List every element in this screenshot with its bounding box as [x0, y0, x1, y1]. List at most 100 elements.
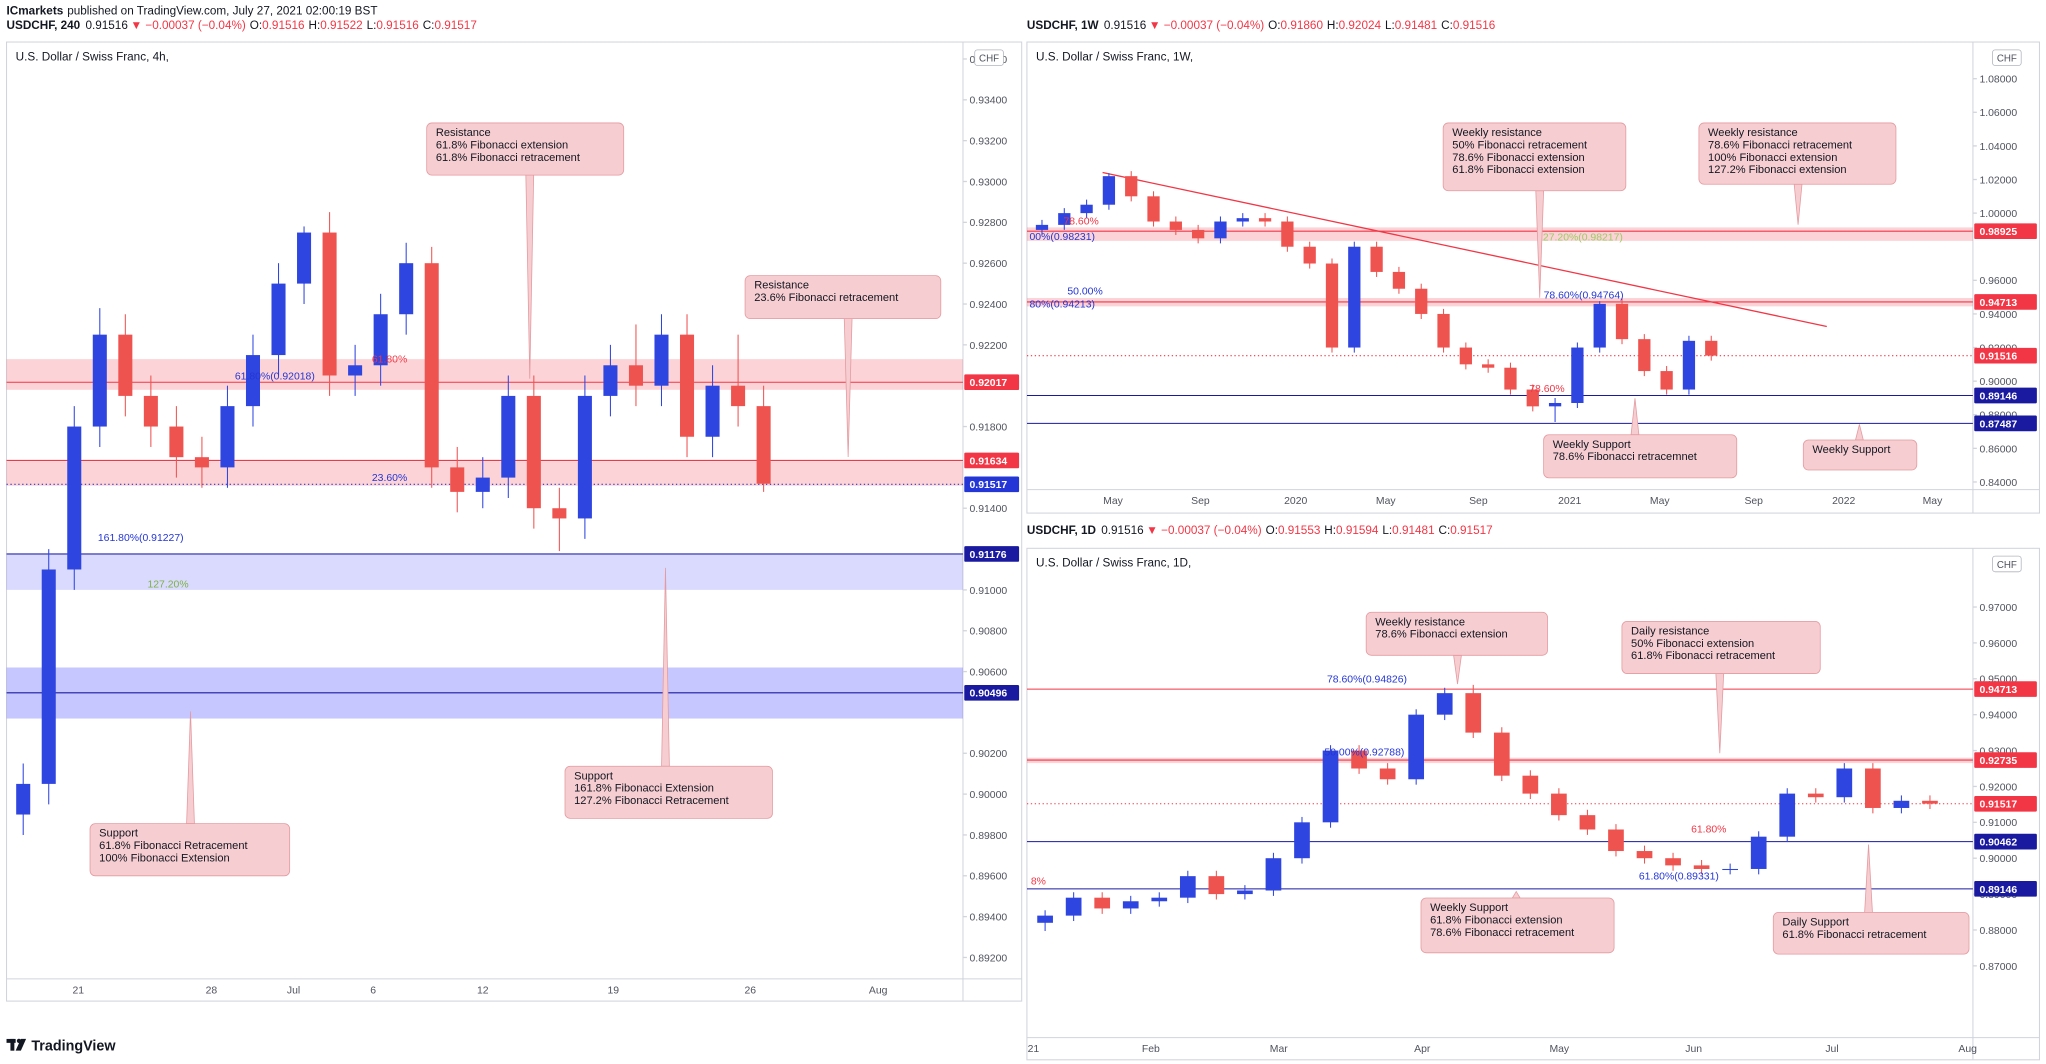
y-tick-label: 0.87000 — [1979, 962, 2017, 973]
candle-body — [628, 365, 643, 386]
candle-body — [1571, 347, 1584, 403]
candle-body — [1094, 897, 1111, 909]
chart-header: USDCHF, 1D 0.91516 ▼ −0.00037 (−0.04%) O:0.… — [1027, 524, 1493, 537]
callout-text: Resistance — [754, 280, 809, 292]
y-tick-label: 0.90200 — [970, 749, 1008, 760]
candle-body — [1208, 876, 1225, 895]
candle-body — [118, 334, 133, 396]
x-tick-label: 2022 — [1832, 496, 1855, 507]
candle-body — [1665, 858, 1681, 866]
candle-body — [1705, 340, 1718, 356]
candle-body — [322, 232, 337, 376]
ohlc-label: C: — [1441, 19, 1453, 32]
candle-body — [1192, 229, 1205, 239]
candle-body — [680, 334, 695, 437]
x-tick-label: Mar — [1270, 1044, 1288, 1055]
chart-panel: USDCHF, 240 0.91516 ▼ −0.00037 (−0.04%) O:0… — [6, 19, 1023, 1002]
fib-label: 50.00% — [1067, 287, 1102, 298]
candle-body — [1836, 768, 1853, 798]
candle-body — [1436, 693, 1453, 715]
plot-area: 61.80% 61.80%(0.92018) 23.60% 161.80%(0.912… — [6, 212, 963, 835]
x-tick-label: May — [1103, 496, 1123, 507]
y-tick-label: 0.93000 — [1979, 746, 2017, 757]
fib-label: 50.00%(0.92788) — [1324, 748, 1404, 759]
candle-body — [475, 477, 490, 492]
callout-text: 78.6% Fibonacci retracement — [1708, 139, 1852, 151]
candle-body — [67, 426, 82, 570]
callout-text: 127.2% Fibonacci Retracement — [574, 795, 729, 807]
candle-body — [399, 263, 414, 315]
ohlc-value: 0.91516 — [376, 19, 419, 32]
candle-body — [348, 365, 363, 376]
callout-box — [89, 823, 291, 877]
callout-text: 78.6% Fibonacci extension — [1452, 152, 1584, 164]
candle-body — [1551, 793, 1567, 816]
candle-body — [1258, 218, 1272, 222]
callout-text: 100% Fibonacci extension — [1708, 152, 1837, 164]
candle-body — [1169, 221, 1182, 230]
candle-body — [1459, 347, 1472, 365]
candle-body — [220, 406, 235, 468]
callout-text: 61.8% Fibonacci extension — [1452, 164, 1584, 176]
chart-title: U.S. Dollar / Swiss Franc, 1W, — [1036, 50, 1193, 63]
ohlc-value: 0.91516 — [1453, 19, 1496, 32]
candle-body — [1370, 246, 1383, 272]
candle-body — [705, 385, 720, 437]
candle-body — [1147, 196, 1160, 222]
price-label: 0.89146 — [1979, 885, 2017, 896]
y-tick-label: 0.89400 — [970, 913, 1008, 924]
callout-box — [564, 765, 773, 819]
y-tick-label: 0.86000 — [1979, 444, 2017, 455]
candle-body — [1779, 793, 1796, 837]
y-tick-label: 0.91400 — [970, 504, 1008, 515]
candle-body — [1392, 271, 1406, 289]
candle-body — [1722, 868, 1738, 871]
candle-body — [1750, 836, 1767, 869]
candle-body — [1325, 263, 1339, 348]
chart-panel: USDCHF, 1W 0.91516 ▼ −0.00037 (−0.04%) O:0.… — [1026, 19, 2040, 514]
candle-body — [1236, 218, 1249, 222]
candle-body — [1294, 822, 1310, 859]
candle-body — [1379, 768, 1396, 780]
candle-body — [1526, 389, 1539, 407]
price-label-bg — [1974, 223, 2037, 240]
y-tick-label: 0.90800 — [970, 627, 1008, 638]
candle-body — [1465, 693, 1482, 733]
ohlc-value: 0.91517 — [1450, 524, 1492, 537]
quote: 0.91516 — [85, 19, 128, 32]
ohlc-value: 0.92024 — [1339, 19, 1382, 32]
tv-logo: TradingView — [6, 1039, 116, 1055]
y-tick-label: 0.91800 — [970, 422, 1008, 433]
y-tick-label: 0.96000 — [1979, 276, 2017, 287]
callout-text: 78.6% Fibonacci retracement — [1430, 927, 1574, 939]
x-tick-label: Sep — [1469, 496, 1488, 507]
y-tick-label: 0.92600 — [970, 259, 1008, 270]
candle-body — [1348, 246, 1361, 348]
symbol: USDCHF, 1W — [1027, 19, 1100, 32]
candle-body — [1615, 303, 1629, 340]
candle-body — [1214, 221, 1227, 239]
brand: TradingView — [31, 1039, 116, 1055]
candle-body — [1303, 246, 1316, 264]
callout-box — [1698, 122, 1897, 185]
callout-text: Resistance — [436, 127, 491, 139]
price-label: 0.92735 — [1979, 756, 2017, 767]
chart-title: U.S. Dollar / Swiss Franc, 1D, — [1036, 557, 1191, 570]
candle-body — [1437, 313, 1450, 348]
change: ▼ −0.00037 (−0.04%) — [130, 19, 245, 32]
plot-area: 78.60%(0.94826) 50.00%(0.92788) 61.80% 61.8… — [1026, 674, 1973, 932]
candle-body — [1322, 750, 1339, 823]
price-label-bg — [964, 374, 1020, 391]
callout-box — [1802, 439, 1918, 471]
x-tick-label: Apr — [1414, 1044, 1431, 1055]
ohlc-label: O: — [250, 19, 262, 32]
fib-label: 61.80% — [1691, 824, 1726, 835]
candle-body — [1058, 213, 1071, 225]
fib-label: 23.60% — [372, 473, 407, 484]
x-tick-label: May — [1650, 496, 1670, 507]
callout-text: Support — [99, 828, 138, 840]
y-tick-label: 0.91000 — [970, 586, 1008, 597]
currency: CHF — [979, 54, 999, 65]
callout-box — [1442, 122, 1627, 192]
